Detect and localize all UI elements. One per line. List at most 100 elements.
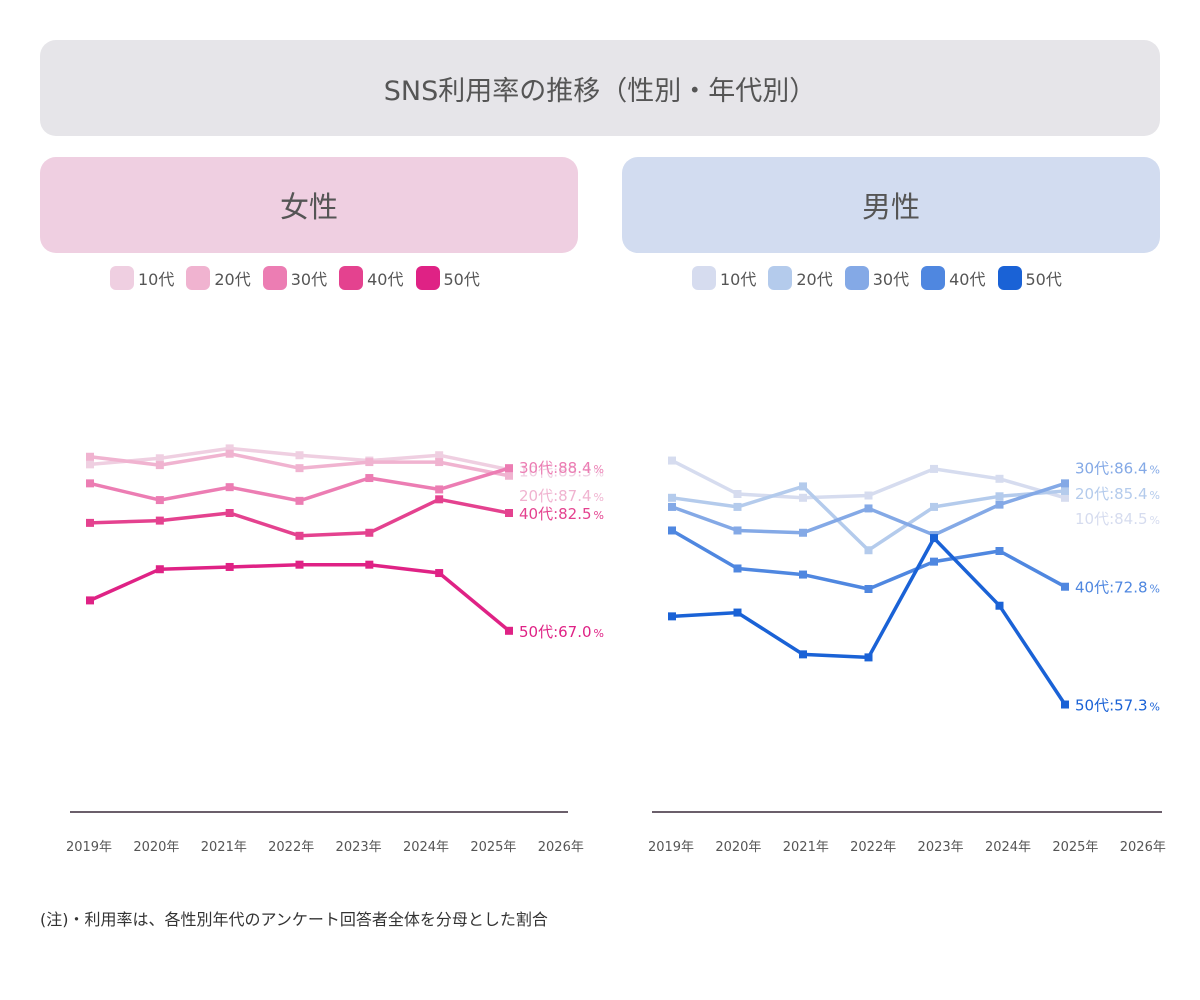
male-legend-item-40: 40代 [921, 266, 986, 290]
legend-label: 50代 [1025, 270, 1062, 289]
male-data-point [668, 456, 676, 465]
female-data-point [295, 560, 304, 569]
male-data-point [1061, 479, 1069, 488]
female-legend-item-20: 20代 [186, 266, 251, 290]
female-data-point [86, 596, 94, 605]
male-data-point [668, 493, 676, 502]
female-data-point [225, 562, 234, 571]
male-x-tick-label: 2024年 [985, 840, 1031, 855]
legend-swatch [186, 266, 211, 290]
female-legend-item-50: 50代 [415, 266, 480, 290]
male-data-point [733, 564, 742, 573]
male-panel-title: 男性 [622, 157, 1160, 253]
female-legend-item-30: 30代 [262, 266, 328, 290]
male-data-point [799, 650, 807, 659]
female-data-point [505, 626, 513, 635]
male-x-tick-label: 2019年 [648, 840, 694, 855]
male-data-point [995, 474, 1004, 483]
male-data-point [1061, 700, 1069, 709]
male-legend-item-50: 50代 [997, 266, 1062, 290]
male-end-label: 20代:85.4% [1075, 485, 1160, 503]
legend-swatch [692, 266, 716, 290]
female-data-point [365, 560, 374, 569]
legend-swatch [997, 266, 1022, 290]
female-data-point [295, 464, 304, 473]
female-data-point [225, 509, 234, 517]
male-series-line-40代 [671, 528, 1066, 591]
chart-title: SNS利用率の推移（性別・年代別） [40, 40, 1160, 136]
female-x-tick-label: 2025年 [470, 840, 516, 855]
male-legend: 10代 20代 30代 40代 50代 [692, 264, 1074, 292]
legend-swatch [921, 266, 946, 290]
legend-swatch [110, 266, 134, 290]
male-data-point [864, 504, 873, 513]
female-data-point [225, 449, 234, 458]
legend-label: 30代 [290, 270, 328, 289]
male-data-point [995, 500, 1004, 509]
female-data-point [155, 454, 164, 463]
male-data-point [864, 653, 873, 662]
legend-swatch [262, 266, 287, 290]
female-data-point [295, 451, 304, 460]
female-data-point [225, 483, 234, 492]
male-data-point [864, 585, 873, 593]
male-data-point [1061, 582, 1069, 591]
male-data-point [930, 464, 938, 473]
male-x-tick-label: 2021年 [783, 840, 829, 855]
male-data-point [733, 608, 742, 617]
female-data-point [155, 516, 164, 525]
female-data-point [86, 518, 94, 527]
male-x-tick-label: 2026年 [1120, 840, 1166, 855]
female-data-point [295, 531, 304, 540]
legend-label: 10代 [720, 270, 757, 289]
female-x-tick-label: 2026年 [538, 840, 584, 855]
female-data-point [155, 496, 164, 505]
male-data-point [995, 547, 1004, 555]
female-data-point [155, 461, 164, 470]
female-end-label: 20代:87.4% [519, 487, 604, 505]
female-x-tick-label: 2019年 [66, 840, 112, 855]
female-x-tick-label: 2024年 [403, 840, 449, 855]
female-data-point [435, 451, 444, 460]
female-data-point [225, 444, 234, 453]
female-data-point [435, 495, 444, 504]
male-end-label: 10代:84.5% [1075, 510, 1160, 528]
male-end-label: 50代:57.3% [1075, 697, 1160, 715]
legend-label: 20代 [214, 270, 251, 289]
female-series-line-50代 [89, 562, 511, 633]
legend-label: 40代 [949, 270, 986, 289]
male-data-point [1061, 486, 1069, 495]
female-end-label: 10代:89.3% [519, 463, 604, 481]
male-data-point [799, 482, 807, 491]
legend-label: 40代 [367, 270, 404, 289]
female-data-point [295, 496, 304, 505]
male-data-point [733, 490, 742, 498]
male-data-point [995, 601, 1004, 610]
male-data-point [733, 526, 742, 535]
male-data-point [668, 612, 676, 621]
male-end-label: 40代:72.8% [1075, 579, 1160, 597]
female-data-point [365, 528, 374, 537]
male-legend-item-20: 20代 [768, 266, 833, 290]
male-data-point [1061, 493, 1069, 502]
male-legend-item-10: 10代 [692, 266, 756, 290]
female-end-label: 30代:88.4% [519, 459, 604, 477]
footnote: (注)・利用率は、各性別年代のアンケート回答者全体を分母とした割合 [40, 910, 548, 929]
male-data-point [995, 492, 1004, 501]
male-legend-item-30: 30代 [844, 266, 909, 290]
male-data-point [930, 557, 938, 566]
female-data-point [365, 474, 374, 483]
legend-swatch [844, 266, 869, 290]
female-x-tick-label: 2021年 [201, 840, 247, 855]
female-legend: 10代 20代 30代 40代 50代 [110, 264, 492, 292]
male-data-point [864, 491, 873, 500]
legend-label: 10代 [138, 270, 175, 289]
female-data-point [505, 464, 513, 473]
male-end-label: 30代:86.4% [1075, 459, 1160, 477]
female-data-point [435, 485, 444, 494]
male-data-point [799, 570, 807, 579]
male-data-point [733, 502, 742, 511]
legend-swatch [768, 266, 793, 290]
male-data-point [668, 526, 676, 535]
